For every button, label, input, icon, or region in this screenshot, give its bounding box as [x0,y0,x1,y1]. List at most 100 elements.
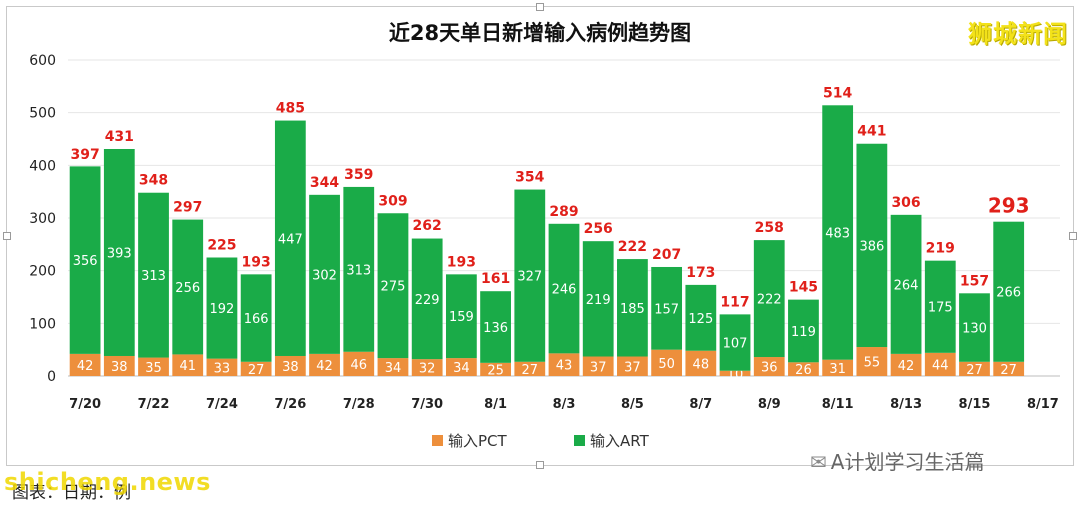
bar-art [924,260,956,353]
wechat-account-name: A计划学习生活篇 [830,450,985,474]
bar-total-label: 514 [823,85,852,101]
bar-art [309,194,340,354]
bar-art-label: 136 [483,321,508,336]
bar-art [377,213,409,359]
bar-total-label: 485 [276,101,305,117]
bar-total-label: 193 [447,254,476,270]
bar-total-label: 359 [344,167,373,183]
bar-art-label: 185 [620,302,645,317]
bar-art [856,143,888,348]
bar-pct [514,361,546,376]
bar-total-label: 173 [686,265,715,281]
bar-art [445,274,477,359]
x-tick-label: 7/24 [206,397,238,412]
x-tick-label: 7/26 [274,397,306,412]
bar-pct-label: 33 [214,361,231,376]
bar-art [206,257,238,359]
bar-pct [309,353,340,376]
y-tick-label: 300 [29,211,56,227]
bar-pct-label: 42 [898,359,915,374]
bar-art-label: 130 [962,322,987,337]
bar-art-label: 125 [688,312,713,327]
bar-pct [172,354,204,376]
bar-pct-label: 48 [693,357,710,372]
bar-art [582,241,614,357]
bar-art [343,186,375,352]
bar-pct [69,353,101,376]
legend-label: 输入ART [590,432,650,450]
bar-pct-label: 42 [77,359,94,374]
y-tick-label: 200 [29,264,56,280]
y-tick-label: 100 [29,316,56,332]
bar-total-label: 258 [755,220,784,236]
bar-pct-label: 43 [556,359,573,374]
x-tick-label: 7/28 [343,397,375,412]
bar-art [274,120,306,356]
resize-handle-bottom[interactable] [536,461,544,469]
bar-total-label: 431 [105,129,134,145]
bar-pct-label: 50 [658,357,675,372]
resize-handle-right[interactable] [1069,232,1077,240]
bar-pct [856,347,888,376]
bar-total-label: 145 [789,280,818,296]
resize-handle-top[interactable] [536,3,544,11]
bar-pct [411,359,443,376]
bar-pct-label: 42 [316,359,333,374]
x-tick-label: 7/30 [411,397,443,412]
bar-art [411,238,443,360]
y-axis: 0 100 200 300 400 500 600 [29,53,56,385]
chart-title: 近28天单日新增输入病例趋势图 [389,21,691,45]
bar-art-label: 313 [346,263,371,278]
bar-pct-label: 55 [864,356,881,371]
bar-art [788,299,819,363]
bars: 42 356 397 38 393 431 35 313 348 41 256 297 33 192 225… [69,85,1030,382]
bar-pct [480,362,511,376]
bar-pct-label: 41 [179,359,196,374]
bar-art [959,293,990,362]
bar-art-label: 222 [757,293,782,308]
bar-pct [343,351,375,376]
x-tick-label: 8/1 [484,397,507,412]
bar-pct [890,353,922,376]
bar-total-label: 297 [173,200,202,216]
bar-pct [103,355,135,376]
x-tick-label: 8/11 [822,397,854,412]
bar-pct-label: 31 [829,362,846,377]
bar-art-label: 313 [141,269,166,284]
bar-pct-label: 26 [795,363,812,378]
bar-pct [788,362,819,376]
bar-total-label: 157 [960,273,989,289]
bar-art-label: 119 [791,325,816,340]
watermark: shicheng.news [4,468,211,496]
footer-note: 图表：日期：例 [12,483,131,503]
bar-pct-label: 38 [282,360,299,375]
bar-art [69,166,101,354]
wechat-icon: ✉ [810,450,827,474]
bar-pct [924,352,956,376]
x-tick-label: 7/22 [138,397,170,412]
bar-pct [617,356,648,376]
bar-total-label: 256 [584,221,613,237]
x-tick-label: 8/3 [553,397,576,412]
bar-art [753,240,785,358]
bar-art-label: 219 [586,293,611,308]
y-tick-label: 500 [29,106,56,122]
bar-art-label: 264 [894,278,919,293]
resize-handle-left[interactable] [3,232,11,240]
bar-pct [274,355,306,376]
bar-total-label: 306 [891,195,920,211]
bar-pct-label: 38 [111,360,128,375]
bar-pct-label: 34 [453,361,470,376]
bar-art-label: 356 [73,254,98,269]
y-tick-label: 0 [47,369,56,385]
bar-pct [138,357,169,376]
bar-total-label: 397 [70,147,99,163]
x-tick-label: 8/13 [890,397,922,412]
bar-art [617,259,648,357]
bar-art [685,284,717,351]
bar-pct [685,350,717,376]
bar-pct [822,359,854,376]
bar-pct-label: 37 [590,360,607,375]
bar-total-label: 354 [515,170,544,186]
